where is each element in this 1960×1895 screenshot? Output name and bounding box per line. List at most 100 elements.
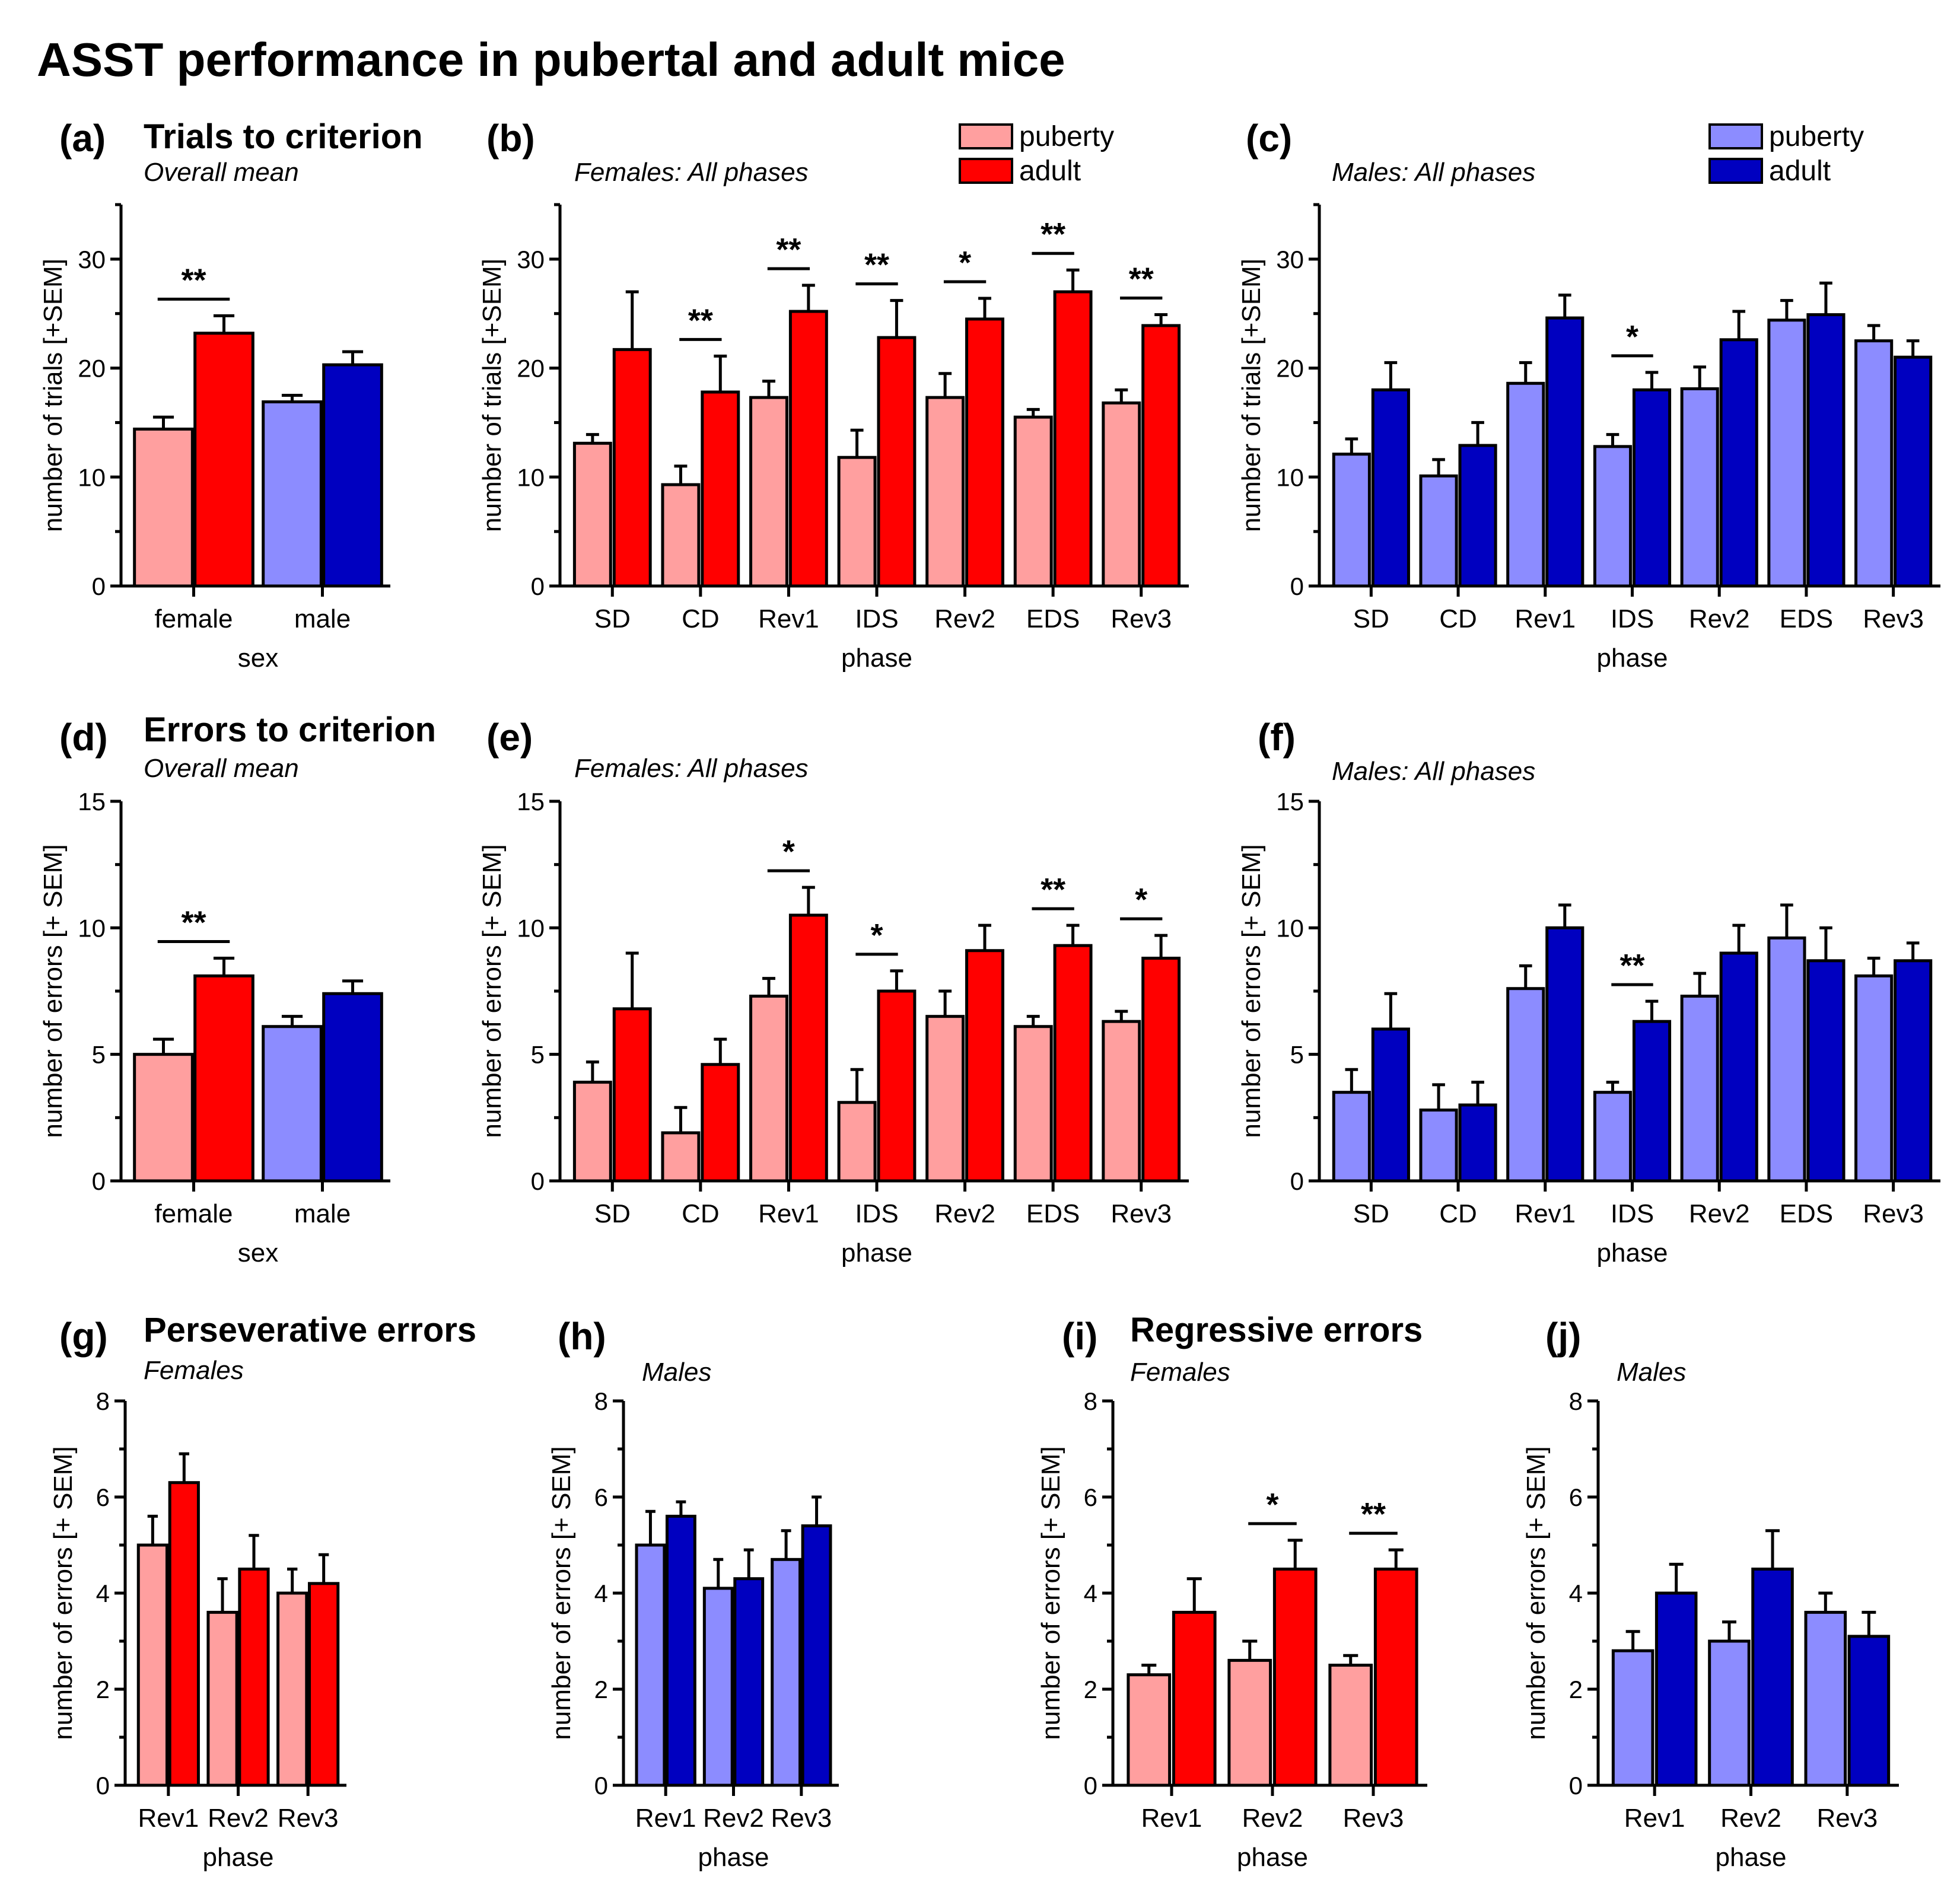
- bar-adult-Rev3: [1141, 324, 1181, 588]
- y-tick-label: 2: [1084, 1676, 1097, 1703]
- x-tick-label: Rev1: [1141, 1804, 1202, 1833]
- y-tick-label: 6: [1084, 1483, 1097, 1511]
- y-tick-label: 5: [531, 1041, 545, 1069]
- bar-puberty-Rev1: [1506, 381, 1545, 588]
- x-tick-label: Rev3: [1863, 1199, 1924, 1228]
- x-tick-label: IDS: [1611, 1199, 1654, 1228]
- panel-b-subtitle: Females: All phases: [574, 158, 809, 187]
- bar-puberty-SD: [572, 1081, 612, 1183]
- panel-c: (c) Males: All phases SD CD Rev1 IDS Rev2 EDS Re…: [1237, 117, 1940, 673]
- bar-puberty-Rev3: [1854, 974, 1894, 1183]
- y-tick-label: 10: [1276, 914, 1304, 942]
- bar-puberty-Rev3: [1102, 1020, 1141, 1183]
- y-axis-title: number of errors [+ SEM]: [1036, 1446, 1065, 1740]
- bar-puberty-IDS: [1593, 1091, 1633, 1183]
- bar-puberty-Rev1: [136, 1543, 168, 1787]
- x-tick-label: Rev1: [758, 604, 819, 633]
- panel-b: (b) Females: All phases SD CD Rev1 IDS Rev2 EDS…: [478, 117, 1189, 673]
- y-tick-label: 4: [96, 1579, 110, 1607]
- y-tick-label: 4: [1569, 1579, 1583, 1607]
- x-tick-label: IDS: [855, 1199, 898, 1228]
- x-tick-label: EDS: [1780, 604, 1833, 633]
- bar-adult-Rev3: [801, 1524, 832, 1787]
- bar-adult-CD: [701, 390, 740, 588]
- y-tick-label: 10: [78, 463, 106, 491]
- bar-puberty-Rev1: [1127, 1673, 1172, 1787]
- x-tick-label: IDS: [1611, 604, 1654, 633]
- bar-adult-Rev3: [1894, 959, 1933, 1183]
- x-tick-label: Rev1: [758, 1199, 819, 1228]
- panel-g: (g) Females Rev1 Rev2 Rev3 0 2 4 6 8 phase number o…: [49, 1315, 346, 1872]
- panel-f-subtitle: Males: All phases: [1332, 757, 1535, 786]
- bar-adult-IDS: [877, 336, 917, 588]
- section-title-regressive: Regressive errors: [1130, 1311, 1423, 1349]
- legend-label-female-puberty: puberty: [1019, 121, 1114, 152]
- bar-puberty-Rev2: [206, 1610, 238, 1787]
- x-tick-label: Rev2: [934, 1199, 995, 1228]
- bar-puberty-Rev3: [1804, 1610, 1847, 1787]
- bar-puberty-EDS: [1013, 1025, 1053, 1183]
- y-tick-label: 20: [1276, 355, 1304, 383]
- bar-puberty-Rev2: [925, 1015, 965, 1183]
- x-tick-label: Rev3: [1863, 604, 1924, 633]
- panel-f: (f) Males: All phases SD CD Rev1 IDS Rev2 EDS Re…: [1237, 716, 1940, 1267]
- bar-puberty-Rev2: [1227, 1658, 1272, 1787]
- y-tick-label: 0: [92, 572, 106, 600]
- x-tick-label: Rev2: [1689, 604, 1750, 633]
- y-tick-label: 10: [78, 914, 106, 942]
- x-tick-label: male: [294, 1199, 351, 1228]
- bar-puberty-Rev3: [1854, 339, 1894, 588]
- y-tick-label: 10: [1276, 463, 1304, 491]
- bar-adult-Rev3: [1894, 355, 1933, 588]
- panel-d-letter: (d): [59, 716, 108, 759]
- significance-marker: *: [1266, 1487, 1278, 1523]
- y-tick-label: 8: [96, 1387, 110, 1415]
- bar-puberty-EDS: [1013, 415, 1053, 588]
- legend-males: puberty adult: [1708, 121, 1864, 187]
- legend-label-female-adult: adult: [1019, 155, 1081, 187]
- y-tick-label: 2: [1569, 1676, 1583, 1703]
- x-tick-label: CD: [1439, 604, 1477, 633]
- x-tick-label: CD: [682, 604, 720, 633]
- panel-j: (j) Males Rev1 Rev2 Rev3 0 2 4 6 8 phase number of …: [1522, 1315, 1899, 1872]
- y-tick-label: 15: [517, 788, 545, 816]
- bar-puberty-Rev1: [1506, 987, 1545, 1183]
- legend-swatch-male-adult: [1708, 158, 1763, 184]
- panel-h: (h) Males Rev1 Rev2 Rev3 0 2 4 6 8 phase number of …: [547, 1315, 839, 1872]
- legend-label-male-puberty: puberty: [1769, 121, 1864, 152]
- y-tick-label: 2: [96, 1676, 110, 1703]
- y-axis-title: number of errors [+ SEM]: [49, 1446, 78, 1740]
- x-tick-label: Rev3: [1111, 604, 1172, 633]
- bar-adult-IDS: [1632, 388, 1672, 588]
- x-tick-label: SD: [1353, 1199, 1389, 1228]
- bar-adult-CD: [701, 1063, 740, 1183]
- y-tick-label: 0: [1290, 572, 1304, 600]
- y-tick-label: 6: [594, 1483, 608, 1511]
- bar-adult-Rev1: [665, 1514, 696, 1787]
- significance-marker: *: [1135, 882, 1147, 918]
- section-title-errors: Errors to criterion: [144, 711, 436, 749]
- bar-puberty-SD: [1332, 453, 1371, 588]
- y-tick-label: 8: [1569, 1387, 1583, 1415]
- y-tick-label: 5: [92, 1041, 106, 1069]
- significance-marker: **: [1129, 262, 1154, 297]
- bar-adult-SD: [612, 1007, 652, 1183]
- y-axis-title: number of errors [+ SEM]: [1522, 1446, 1551, 1740]
- significance-marker: **: [181, 905, 206, 941]
- bar-adult-SD: [1371, 1027, 1410, 1183]
- bar-puberty-Rev3: [1328, 1664, 1373, 1787]
- x-axis-title: sex: [238, 1238, 278, 1267]
- y-tick-label: 6: [1569, 1483, 1583, 1511]
- x-tick-label: Rev2: [703, 1804, 764, 1833]
- bar-adult-EDS: [1806, 313, 1846, 588]
- bar-puberty-Rev3: [276, 1591, 308, 1787]
- panel-i-letter: (i): [1062, 1315, 1097, 1358]
- bar-puberty-female: [133, 1053, 194, 1183]
- bar-puberty-IDS: [837, 456, 877, 588]
- bar-adult-Rev3: [308, 1582, 340, 1787]
- legend-swatch-female-adult: [959, 158, 1013, 184]
- y-tick-label: 15: [1276, 788, 1304, 816]
- bar-adult-Rev2: [1719, 338, 1758, 588]
